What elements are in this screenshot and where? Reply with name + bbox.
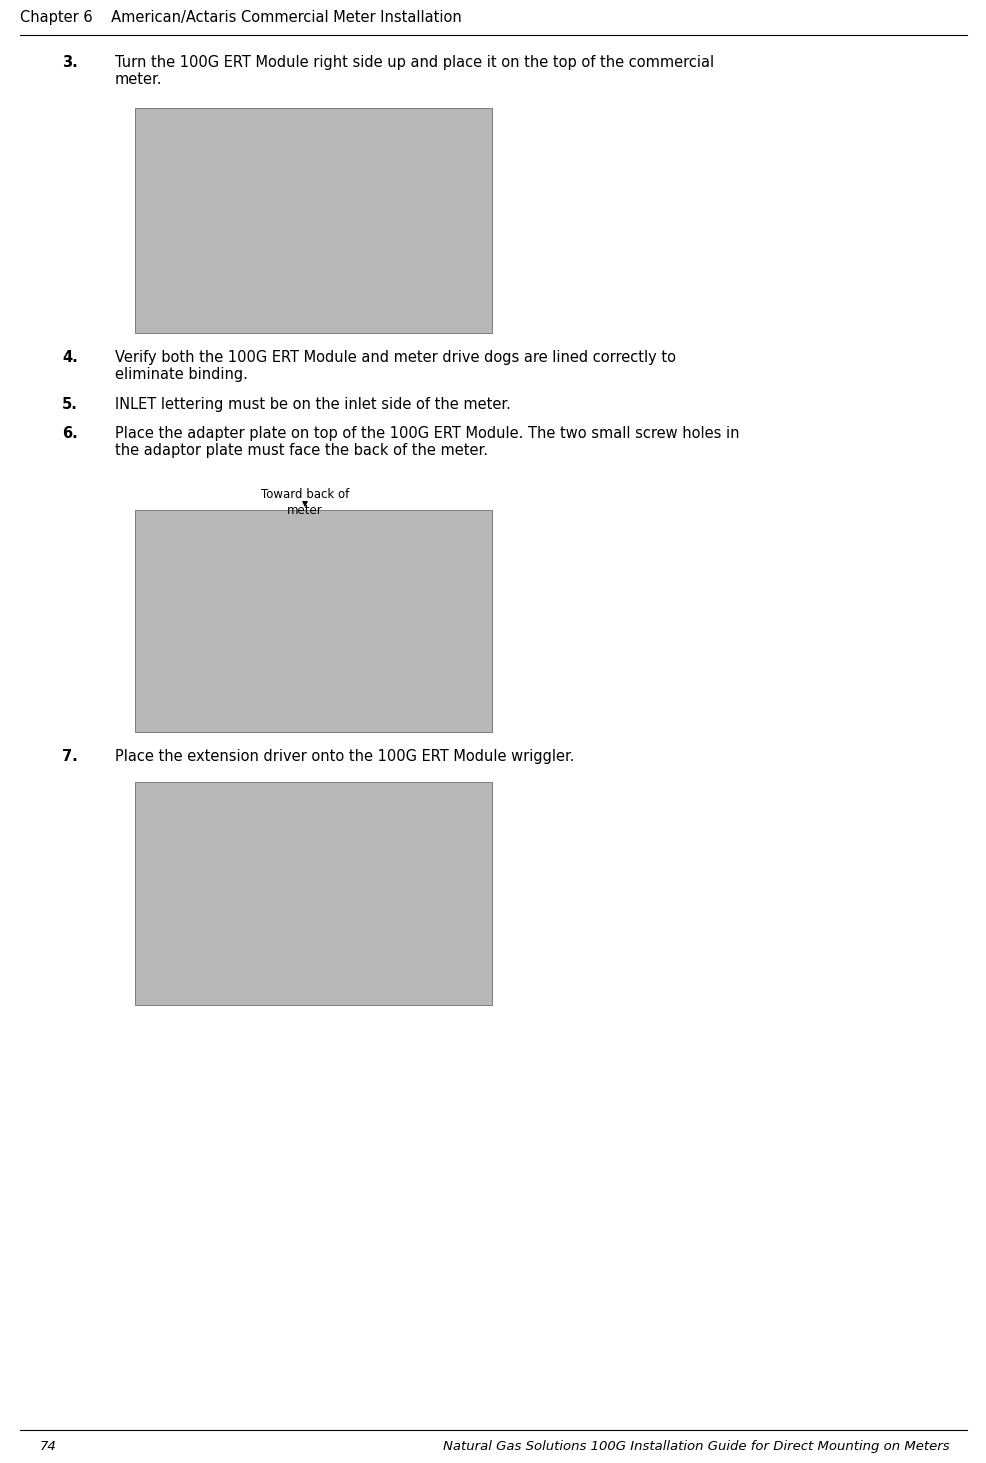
- Bar: [135, 783, 491, 1005]
- Text: 74: 74: [40, 1440, 56, 1453]
- Text: meter.: meter.: [115, 72, 163, 86]
- Text: eliminate binding.: eliminate binding.: [115, 367, 247, 382]
- Text: 5.: 5.: [62, 396, 78, 413]
- Text: INLET lettering must be on the inlet side of the meter.: INLET lettering must be on the inlet sid…: [115, 396, 511, 413]
- Text: 4.: 4.: [62, 350, 78, 364]
- Text: Place the adapter plate on top of the 100G ERT Module. The two small screw holes: Place the adapter plate on top of the 10…: [115, 426, 739, 440]
- Bar: [135, 511, 491, 732]
- Text: 6.: 6.: [62, 426, 78, 440]
- Bar: [135, 108, 491, 334]
- Text: the adaptor plate must face the back of the meter.: the adaptor plate must face the back of …: [115, 443, 487, 458]
- Text: Toward back of
meter: Toward back of meter: [260, 489, 349, 516]
- Text: Natural Gas Solutions 100G Installation Guide for Direct Mounting on Meters: Natural Gas Solutions 100G Installation …: [443, 1440, 950, 1453]
- Text: Chapter 6    American/Actaris Commercial Meter Installation: Chapter 6 American/Actaris Commercial Me…: [20, 10, 461, 25]
- Text: 7.: 7.: [62, 749, 78, 764]
- Text: Turn the 100G ERT Module right side up and place it on the top of the commercial: Turn the 100G ERT Module right side up a…: [115, 56, 714, 70]
- Text: 3.: 3.: [62, 56, 78, 70]
- Text: Place the extension driver onto the 100G ERT Module wriggler.: Place the extension driver onto the 100G…: [115, 749, 574, 764]
- Text: Verify both the 100G ERT Module and meter drive dogs are lined correctly to: Verify both the 100G ERT Module and mete…: [115, 350, 675, 364]
